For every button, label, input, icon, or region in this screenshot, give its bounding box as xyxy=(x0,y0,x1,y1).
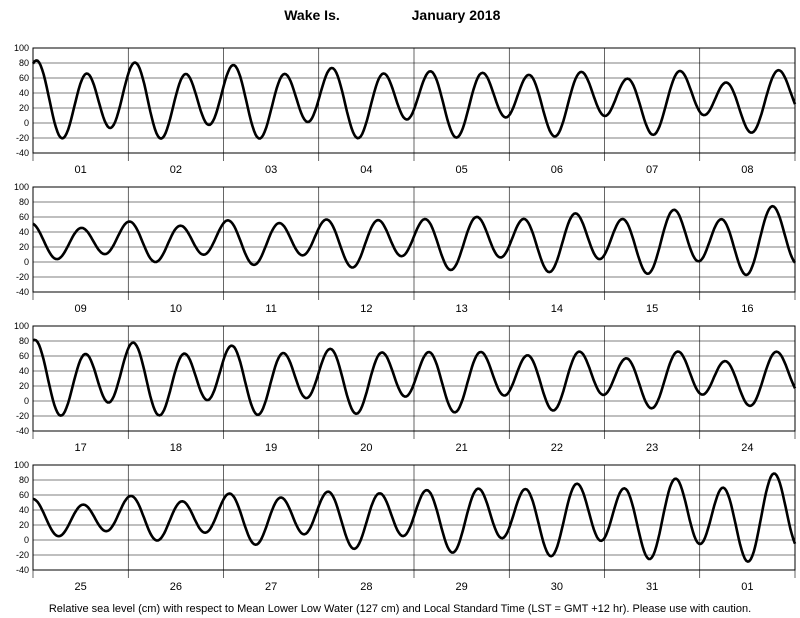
y-tick-label: 20 xyxy=(19,520,29,530)
day-label: 19 xyxy=(265,442,277,454)
y-tick-label: 20 xyxy=(19,103,29,113)
tide-series-line xyxy=(32,338,797,417)
day-label: 13 xyxy=(456,303,468,315)
day-label: 15 xyxy=(646,303,658,315)
y-tick-label: 80 xyxy=(19,58,29,68)
day-label: 20 xyxy=(360,442,372,454)
day-label: 10 xyxy=(170,303,182,315)
day-label: 06 xyxy=(551,164,563,176)
y-tick-label: 100 xyxy=(14,182,29,192)
y-tick-label: 0 xyxy=(24,535,29,545)
day-label: 30 xyxy=(551,581,563,593)
tide-series-line xyxy=(31,59,797,140)
day-label: 23 xyxy=(646,442,658,454)
tide-series-line xyxy=(32,204,797,277)
day-label: 21 xyxy=(456,442,468,454)
day-label: 05 xyxy=(456,164,468,176)
tide-series-line xyxy=(32,472,797,563)
day-label: 31 xyxy=(646,581,658,593)
day-label: 25 xyxy=(75,581,87,593)
day-label: 14 xyxy=(551,303,563,315)
day-label: 11 xyxy=(265,303,276,315)
y-tick-label: -20 xyxy=(16,550,29,560)
day-label: 24 xyxy=(741,442,753,454)
y-tick-label: 40 xyxy=(19,366,29,376)
day-label: 22 xyxy=(551,442,563,454)
day-label: 09 xyxy=(75,303,87,315)
day-label: 02 xyxy=(170,164,182,176)
y-tick-label: 80 xyxy=(19,197,29,207)
y-tick-label: 80 xyxy=(19,336,29,346)
y-tick-label: 40 xyxy=(19,505,29,515)
day-label: 01 xyxy=(75,164,87,176)
day-label: 07 xyxy=(646,164,658,176)
y-tick-label: 60 xyxy=(19,490,29,500)
day-label: 16 xyxy=(741,303,753,315)
y-tick-label: 0 xyxy=(24,118,29,128)
y-tick-label: 60 xyxy=(19,351,29,361)
y-tick-label: -40 xyxy=(16,426,29,436)
day-label: 04 xyxy=(360,164,372,176)
y-tick-label: 100 xyxy=(14,43,29,53)
y-tick-label: 60 xyxy=(19,73,29,83)
y-tick-label: -40 xyxy=(16,148,29,158)
y-tick-label: 40 xyxy=(19,88,29,98)
chart-footnote: Relative sea level (cm) with respect to … xyxy=(49,603,751,615)
y-tick-label: 80 xyxy=(19,475,29,485)
day-label: 26 xyxy=(170,581,182,593)
day-label: 29 xyxy=(456,581,468,593)
day-label: 01 xyxy=(741,581,753,593)
y-tick-label: 0 xyxy=(24,257,29,267)
y-tick-label: -40 xyxy=(16,287,29,297)
day-label: 28 xyxy=(360,581,372,593)
y-tick-label: -20 xyxy=(16,272,29,282)
day-label: 03 xyxy=(265,164,277,176)
day-label: 08 xyxy=(741,164,753,176)
y-tick-label: 20 xyxy=(19,381,29,391)
y-tick-label: -40 xyxy=(16,565,29,575)
day-label: 27 xyxy=(265,581,277,593)
day-label: 12 xyxy=(360,303,372,315)
chart-title-month: January 2018 xyxy=(412,7,501,23)
y-tick-label: 0 xyxy=(24,396,29,406)
y-tick-label: -20 xyxy=(16,411,29,421)
chart-title-station: Wake Is. xyxy=(284,7,340,23)
y-tick-label: 60 xyxy=(19,212,29,222)
y-tick-label: -20 xyxy=(16,133,29,143)
y-tick-label: 100 xyxy=(14,460,29,470)
y-tick-label: 40 xyxy=(19,227,29,237)
y-tick-label: 100 xyxy=(14,321,29,331)
y-tick-label: 20 xyxy=(19,242,29,252)
day-label: 18 xyxy=(170,442,182,454)
day-label: 17 xyxy=(75,442,87,454)
